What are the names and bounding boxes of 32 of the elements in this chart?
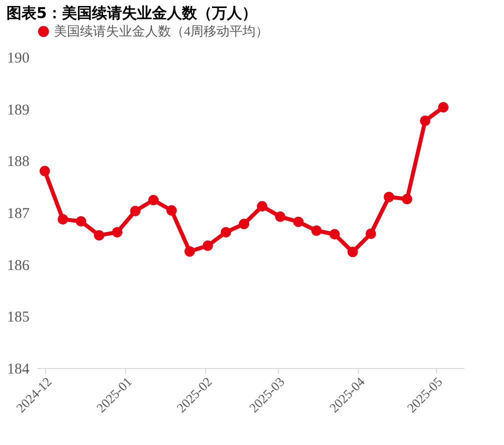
point [130,206,141,216]
point [329,229,340,240]
point [347,246,358,258]
y-tick-label: 188 [7,154,30,170]
point [293,216,304,228]
y-tick-label: 184 [7,362,30,378]
point [311,225,322,236]
point [40,166,50,176]
point [366,228,376,239]
point [275,211,286,222]
point [184,246,195,257]
point [202,240,214,251]
point [420,116,430,126]
point [148,194,159,206]
y-tick-label: 185 [7,310,30,326]
point [238,218,250,230]
point [94,230,104,241]
y-tick-label: 190 [7,50,30,66]
chart-title: 图表5：美国续请失业金人数（万人） [6,4,257,22]
point [384,192,394,202]
point [256,201,268,212]
point [58,214,68,224]
point [402,194,412,204]
y-tick-label: 187 [7,206,30,222]
y-tick-label: 186 [7,258,30,274]
point [166,205,177,216]
point [438,102,449,113]
point [112,226,122,238]
point [220,226,232,238]
point [76,216,86,227]
legend-label: 美国续请失业金人数（4周移动平均） [54,24,268,38]
y-tick-label: 189 [7,102,30,118]
